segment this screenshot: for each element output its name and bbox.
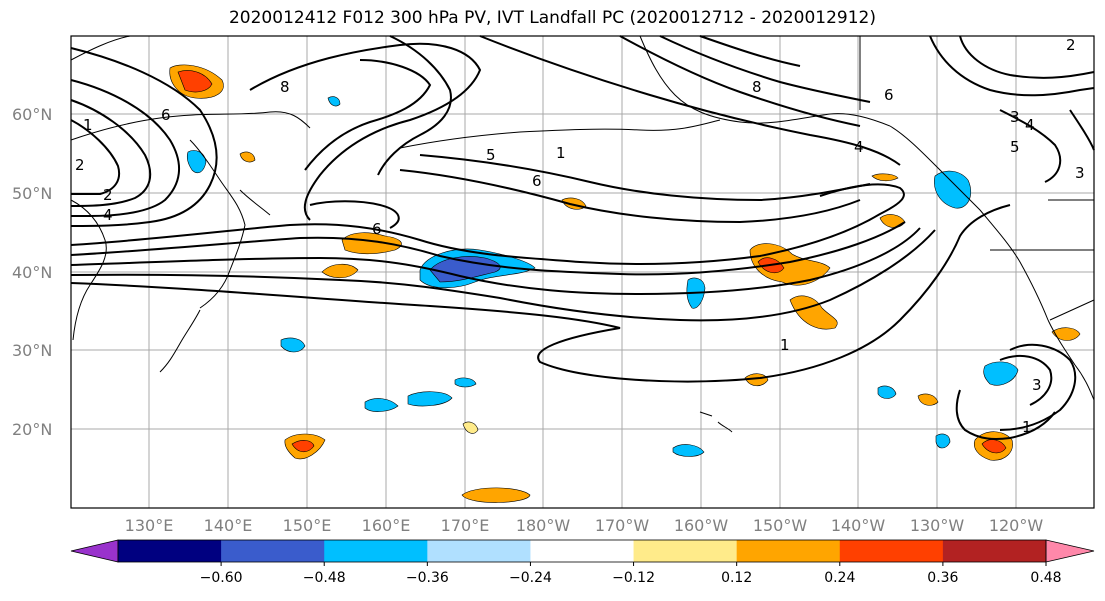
contour-label: 6 [884,86,894,104]
negative-anomaly-region [454,377,477,388]
colorbar [70,539,1095,563]
lon-label: 160°W [674,516,729,535]
contour-label: 4 [854,138,864,156]
colorbar-tick-label: 0.12 [721,570,752,586]
positive-anomaly-region [462,421,479,434]
contour-label: 4 [1025,116,1035,134]
lon-label: 130°E [125,516,174,535]
colorbar-tick-label: −0.36 [406,570,449,586]
contour-label: 2 [75,156,85,174]
colorbar-ticks: −0.60 −0.48 −0.36 −0.24 −0.12 0.12 0.24 0.36 0.4… [200,562,1062,586]
colorbar-segment [530,540,635,562]
contour-label: 5 [1010,138,1020,156]
positive-anomaly-region [789,295,838,330]
map-title: 2020012412 F012 300 hPa PV, IVT Landfall… [228,8,876,28]
contour-label: 3 [1032,376,1042,394]
colorbar-segment [324,540,428,562]
positive-anomaly-region [341,232,402,255]
colorbar-segment [942,540,1047,562]
lon-label: 160°E [362,516,411,535]
lat-label: 60°N [12,105,52,124]
negative-anomaly-region [983,361,1019,386]
contour-label: 8 [752,78,762,96]
contour-label: 1 [1022,418,1032,436]
lon-label: 170°E [441,516,490,535]
colorbar-extension-max [1045,539,1095,563]
contour-label: 1 [556,144,566,162]
lon-label: 150°W [753,516,808,535]
positive-anomaly-core [177,70,213,93]
colorbar-segment [221,540,325,562]
lon-label: 150°E [283,516,332,535]
lon-label: 130°W [910,516,965,535]
colorbar-tick-label: 0.48 [1030,570,1061,586]
colorbar-segment [118,540,222,562]
negative-anomaly-region [280,337,306,353]
positive-anomaly-core [291,440,315,453]
colorbar-tick-label: −0.48 [303,570,346,586]
positive-anomaly-region [321,263,359,279]
latitude-labels: 60°N 50°N 40°N 30°N 20°N [12,105,52,439]
negative-anomaly-region [935,433,951,449]
colorbar-border [117,539,1047,563]
contour-label: 1 [83,116,93,134]
graticule [71,36,1094,508]
lat-label: 40°N [12,263,52,282]
pv-shading [169,64,1081,503]
colorbar-extension-min [70,539,119,563]
colorbar-tick-label: 0.24 [824,570,855,586]
coastlines [70,35,1095,433]
positive-anomaly-region [461,487,531,503]
contour-label: 3 [1010,108,1020,126]
longitude-labels: 130°E 140°E 150°E 160°E 170°E 180°W 170°… [125,516,1044,535]
negative-anomaly-region [186,150,207,174]
colorbar-segment [427,540,531,562]
contour-labels: 2 4 1 6 6 5 6 1 8 4 6 1 1 3 3 4 2 3 5 8 … [75,36,1085,436]
positive-anomaly-region [1051,327,1081,341]
colorbar-segment [633,540,738,562]
map-frame [70,35,1095,509]
contour-label: 3 [1075,164,1085,182]
positive-anomaly-region [917,393,939,406]
lat-label: 20°N [12,420,52,439]
lon-label: 170°W [595,516,650,535]
contour-label: 6 [372,220,382,238]
lon-label: 140°E [204,516,253,535]
lat-label: 50°N [12,184,52,203]
contour-label: 2 [103,186,113,204]
colorbar-tick-label: −0.24 [509,570,552,586]
contour-label: 1 [780,336,790,354]
pv-contours [70,35,1095,440]
positive-anomaly-region [239,151,256,163]
contour-label: 5 [486,146,496,164]
colorbar-segment [736,540,841,562]
negative-anomaly-region [364,398,399,412]
colorbar-tick-label: 0.36 [927,570,958,586]
contour-label: 8 [280,78,290,96]
contour-label: 6 [532,172,542,190]
negative-anomaly-region [672,444,705,457]
lon-label: 180°W [516,516,571,535]
negative-anomaly-region [327,96,341,107]
negative-anomaly-region [877,385,897,399]
negative-anomaly-region [934,170,972,209]
colorbar-tick-label: −0.12 [612,570,655,586]
negative-anomaly-region [407,391,453,407]
positive-anomaly-region [871,173,899,182]
positive-anomaly-core [981,439,1007,454]
contour-label: 6 [161,106,171,124]
colorbar-segment [839,540,944,562]
lon-label: 140°W [831,516,886,535]
contour-label: 4 [103,206,113,224]
colorbar-tick-label: −0.60 [200,570,243,586]
lon-label: 120°W [989,516,1044,535]
lat-label: 30°N [12,341,52,360]
contour-label: 2 [1066,36,1076,54]
